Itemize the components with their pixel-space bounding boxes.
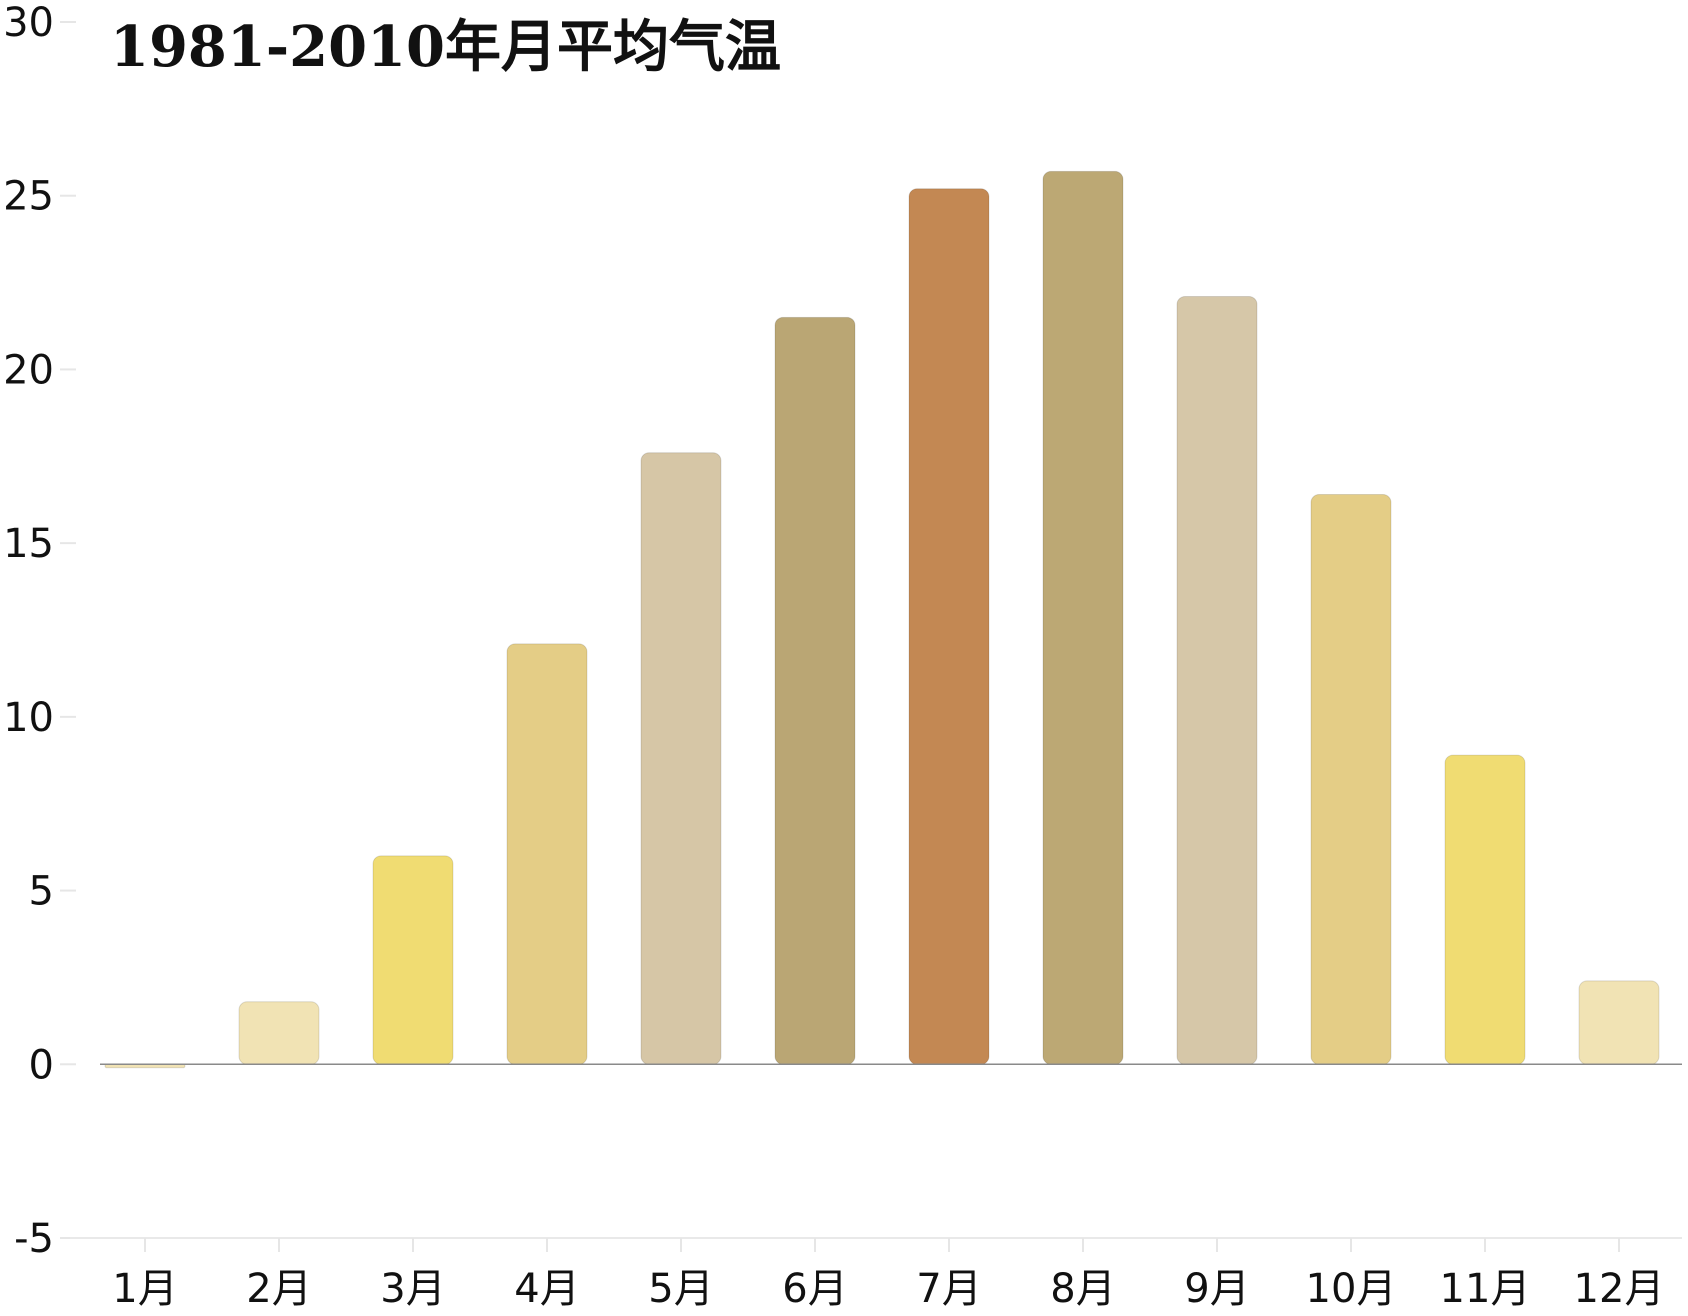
y-tick-label: 0	[29, 1042, 54, 1088]
bar-9	[1176, 295, 1258, 1065]
x-tick-label: 11月	[1440, 1266, 1531, 1312]
bar-4	[506, 643, 588, 1065]
bar-5	[640, 452, 722, 1065]
y-tick-label: -5	[14, 1216, 54, 1262]
bar-7	[908, 188, 990, 1065]
x-tick-label: 2月	[246, 1266, 311, 1312]
x-tick-label: 10月	[1306, 1266, 1397, 1312]
x-tick-label: 12月	[1574, 1266, 1665, 1312]
bar-8	[1042, 170, 1124, 1065]
y-tick-label: 20	[3, 347, 54, 393]
x-axis: 1月 2月 3月 4月 5月 6月 7月 8月 9月 10月 11月 12月	[70, 1237, 1682, 1312]
x-tick-label: 3月	[380, 1266, 445, 1312]
y-tick-label: 15	[3, 521, 54, 567]
x-tick-label: 1月	[112, 1266, 177, 1312]
y-tick-label: 30	[3, 0, 54, 46]
bar-3	[372, 855, 454, 1065]
y-tick-label: 25	[3, 174, 54, 220]
bars	[100, 170, 1682, 1069]
x-tick-label: 8月	[1050, 1266, 1115, 1312]
y-tick-label: 10	[3, 695, 54, 741]
bar-10	[1310, 494, 1392, 1065]
bar-2	[238, 1001, 320, 1065]
bar-12	[1578, 980, 1660, 1065]
x-tick-label: 4月	[514, 1266, 579, 1312]
y-axis: 30 25 20 15 10 5 0 -5	[3, 0, 76, 1262]
x-tick-label: 5月	[648, 1266, 713, 1312]
x-tick-label: 6月	[782, 1266, 847, 1312]
y-tick-label: 5	[29, 869, 54, 915]
bar-11	[1444, 754, 1526, 1065]
x-tick-label: 7月	[916, 1266, 981, 1312]
x-tick-label: 9月	[1184, 1266, 1249, 1312]
chart-title: 1981-2010年月平均气温	[110, 14, 781, 80]
bar-6	[774, 316, 856, 1065]
